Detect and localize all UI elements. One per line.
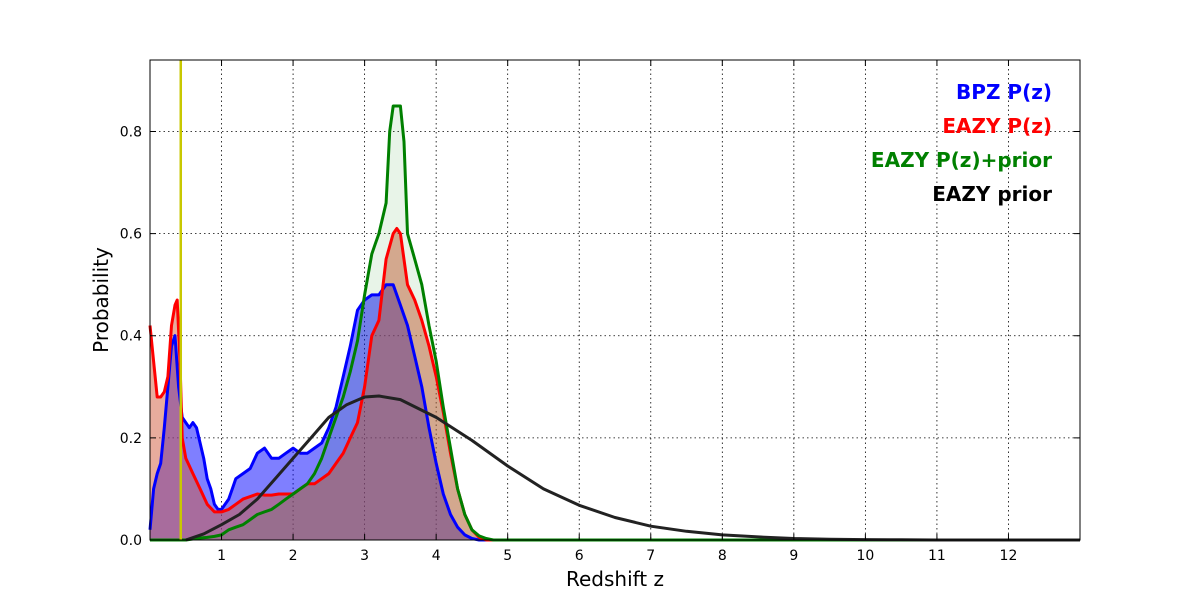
x-tick-label: 8 bbox=[718, 548, 727, 564]
series-line-eazy-p-z-prior bbox=[150, 104, 1009, 542]
x-tick-label: 5 bbox=[503, 548, 512, 564]
series-area-eazy-p-z bbox=[150, 228, 1080, 540]
legend-entry-eazy-prior: EAZY prior bbox=[932, 182, 1052, 206]
x-tick-label: 12 bbox=[1000, 548, 1018, 564]
y-tick-label: 0.2 bbox=[120, 431, 142, 447]
x-tick-label: 3 bbox=[360, 548, 369, 564]
x-tick-label: 6 bbox=[575, 548, 584, 564]
x-tick-label: 1 bbox=[217, 548, 226, 564]
y-tick-label: 0.0 bbox=[120, 533, 142, 549]
legend-entry-eazy-prior-combined: EAZY P(z)+prior bbox=[871, 148, 1052, 172]
y-tick-label: 0.8 bbox=[120, 124, 142, 140]
x-axis-title: Redshift z bbox=[566, 567, 664, 591]
x-tick-label: 11 bbox=[928, 548, 946, 564]
grid bbox=[150, 60, 1080, 541]
series-line-bpz-p-z bbox=[148, 283, 1080, 542]
x-tick-label: 4 bbox=[432, 548, 441, 564]
y-axis-title: Probability bbox=[89, 247, 113, 353]
x-tick-label: 9 bbox=[789, 548, 798, 564]
series-area-eazy-p-z-prior bbox=[150, 106, 1009, 540]
series-fills bbox=[150, 106, 1080, 540]
x-tick-label: 10 bbox=[856, 548, 874, 564]
plot-frame bbox=[149, 59, 1081, 541]
y-tick-label: 0.4 bbox=[120, 329, 142, 345]
axis-ticks: 1 2 3 4 5 6 7 8 9 10 11 120.00.20.40.60.8 bbox=[120, 60, 1080, 564]
series-line-eazy-prior bbox=[185, 394, 1080, 542]
legend: BPZ P(z) EAZY P(z) EAZY P(z)+prior EAZY … bbox=[871, 80, 1052, 206]
legend-entry-bpz: BPZ P(z) bbox=[956, 80, 1052, 104]
legend-entry-eazy: EAZY P(z) bbox=[942, 114, 1052, 138]
y-tick-label: 0.6 bbox=[120, 227, 142, 243]
x-tick-label: 2 bbox=[289, 548, 298, 564]
x-tick-label: 7 bbox=[646, 548, 655, 564]
